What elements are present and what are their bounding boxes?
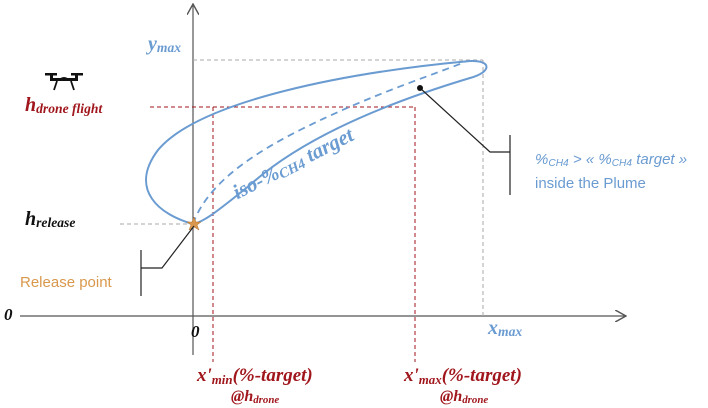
text-part: h xyxy=(25,208,36,230)
text-part: iso-% xyxy=(229,160,284,204)
text-part: y xyxy=(146,33,157,55)
text-part: % xyxy=(535,151,548,168)
x-max-label: xmax xyxy=(487,317,522,340)
text-part: x' xyxy=(403,365,419,386)
origin-label: 0 xyxy=(191,322,200,341)
subscript: max xyxy=(498,324,522,339)
text-part: x xyxy=(487,317,498,339)
text-part: 0 xyxy=(191,322,200,341)
subscript: drone xyxy=(462,394,488,406)
plume-condition: %CH4 > « %CH4 target » xyxy=(535,151,687,169)
x-max-at-label: @hdrone xyxy=(440,388,488,406)
text-part: h xyxy=(25,94,36,116)
text-part: @h xyxy=(440,388,462,405)
subscript: min xyxy=(212,373,233,387)
subscript: drone flight xyxy=(36,101,103,116)
h-release-label: hrelease xyxy=(25,208,75,231)
iso-line xyxy=(192,61,466,225)
text-part: target » xyxy=(632,151,687,168)
drone-icon xyxy=(45,73,83,91)
text-part: 0 xyxy=(4,305,13,324)
x-min-label: x'min(%-target) xyxy=(196,365,313,386)
subscript: CH4 xyxy=(612,158,633,169)
drone-guides xyxy=(150,106,416,362)
subscript: CH4 xyxy=(548,158,569,169)
release-label: Release point xyxy=(20,274,113,291)
x-min-at-label: @hdrone xyxy=(231,388,279,406)
subscript: drone xyxy=(253,394,279,406)
guides xyxy=(120,59,484,318)
subscript: release xyxy=(36,215,75,230)
h-drone-label: hdrone flight xyxy=(25,94,103,117)
plume-point xyxy=(417,85,423,91)
text-part: inside the Plume xyxy=(535,175,646,192)
iso-label: iso-%CH4 target xyxy=(229,122,359,205)
text-part: (%-target) xyxy=(233,365,313,386)
text-part: x' xyxy=(196,365,212,386)
text-part: > « % xyxy=(569,151,612,168)
y-max-label: ymax xyxy=(146,33,181,56)
subscript: max xyxy=(157,40,181,55)
brackets xyxy=(140,87,511,296)
x-max-prime-label: x'max(%-target) xyxy=(403,365,522,386)
text-part: @h xyxy=(231,388,253,405)
text-part: Release point xyxy=(20,274,113,291)
plume-inside: inside the Plume xyxy=(535,175,646,192)
subscript: max xyxy=(419,373,442,387)
release-star xyxy=(186,216,202,231)
text-part: target xyxy=(297,122,358,169)
text-part: (%-target) xyxy=(442,365,522,386)
plume xyxy=(145,59,488,226)
zero-label: 0 xyxy=(4,305,13,324)
